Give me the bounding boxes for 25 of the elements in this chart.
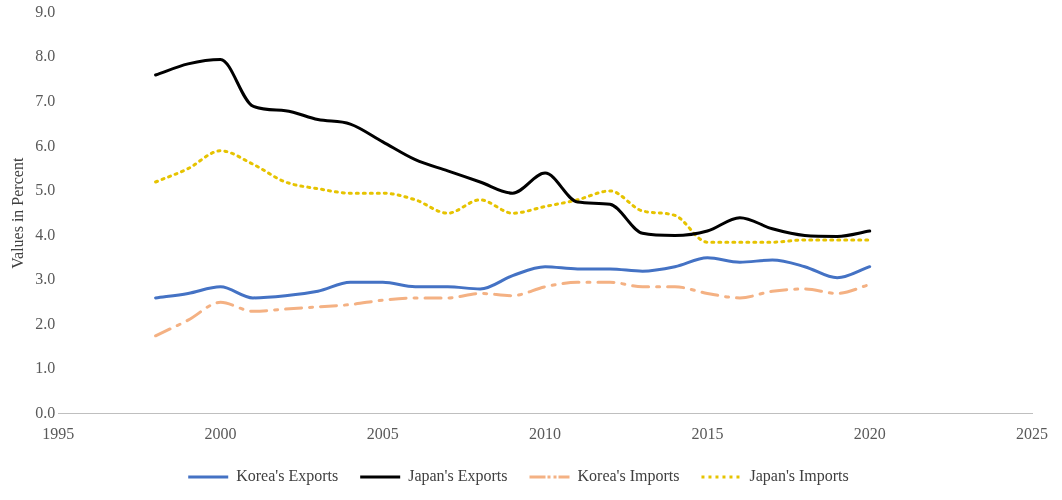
y-tick-label: 4.0 [35,225,56,243]
legend-label: Korea's Exports [236,467,339,486]
y-tick-label: 2.0 [35,314,56,332]
y-tick-label: 5.0 [35,181,56,199]
x-tick-label: 2000 [204,424,237,442]
line-series [154,256,872,300]
y-axis-title: Values in Percent [8,157,26,269]
line-series [154,149,872,244]
y-tick-label: 7.0 [35,91,56,109]
x-tick-label: 2020 [853,424,886,442]
legend-label: Japan's Imports [749,467,849,486]
x-tick-label: 2005 [366,424,399,442]
legend-label: Japan's Exports [408,467,508,486]
y-tick-label: 8.0 [35,47,56,65]
y-tick-label: 0.0 [35,404,56,421]
line-series [154,57,872,238]
legend-label: Korea's Imports [577,467,680,486]
x-tick-label: 2015 [691,424,724,442]
x-tick-label: 1995 [42,424,75,442]
x-tick-label: 2025 [1016,424,1048,442]
y-tick-label: 1.0 [35,359,56,377]
y-tick-label: 9.0 [35,2,56,20]
y-tick-label: 3.0 [35,270,56,288]
y-tick-label: 6.0 [35,136,56,154]
x-tick-label: 2010 [529,424,562,442]
